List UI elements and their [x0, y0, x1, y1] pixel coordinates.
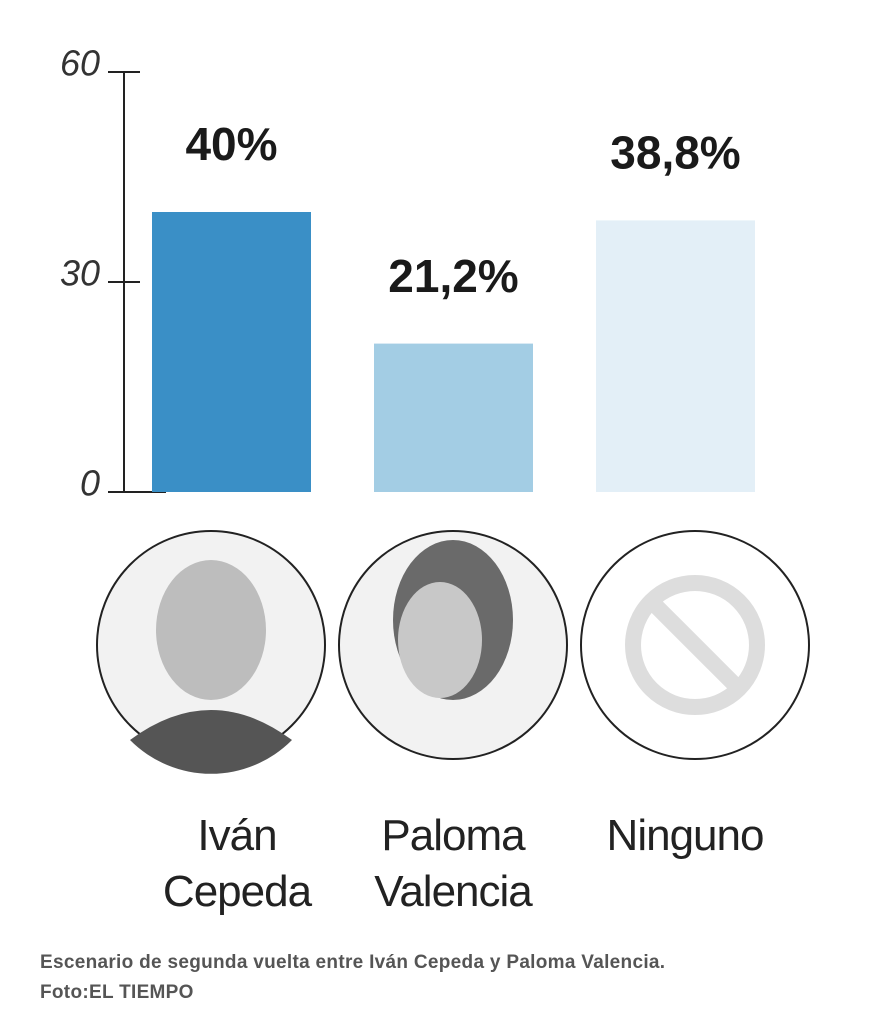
photos — [96, 530, 810, 774]
photo-face — [398, 582, 482, 698]
value-label: 21,2% — [388, 250, 518, 302]
category-label: Iván Cepeda — [162, 811, 312, 916]
none-icon — [625, 575, 765, 715]
value-label: 40% — [185, 118, 277, 170]
y-tick-label: 60 — [60, 43, 100, 84]
none-icon-bar — [646, 596, 744, 694]
caption-credit: Foto:EL TIEMPO — [40, 982, 194, 1003]
category-label: Ninguno — [606, 811, 765, 860]
photo-body — [130, 710, 292, 774]
category-label: Paloma Valencia — [374, 811, 533, 916]
y-tick-label: 30 — [60, 253, 100, 294]
photo-face — [156, 560, 266, 700]
value-label: 38,8% — [610, 127, 740, 179]
chart: 0 30 60 40% 21,2% 38,8% — [60, 43, 810, 774]
bar — [152, 212, 311, 492]
caption: Escenario de segunda vuelta entre Iván C… — [40, 952, 666, 973]
bar — [596, 220, 755, 492]
bar — [374, 343, 533, 492]
y-tick-label: 0 — [80, 463, 100, 504]
